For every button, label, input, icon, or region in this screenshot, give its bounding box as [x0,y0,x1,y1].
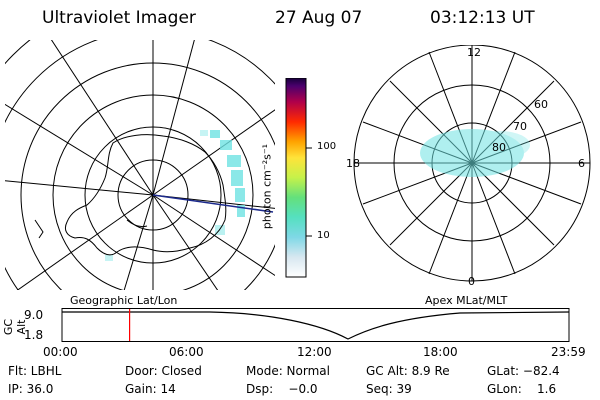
colorbar [285,78,312,278]
footer-gain: Gain: 14 [125,382,176,396]
mlt-label-0: 0 [468,275,475,288]
antarctica-coastline [64,134,227,256]
timeline-xtick: 00:00 [43,345,78,359]
mlt-label-6: 6 [578,157,585,170]
colorbar-tick-100: 100 [317,141,337,152]
timeline-xtick: 12:00 [297,345,332,359]
date-label: 27 Aug 07 [275,8,363,28]
colorbar-unit-label: photon cm⁻²s⁻¹ [260,143,274,230]
mlt-label-12: 12 [467,46,481,59]
footer-mode: Mode: Normal [246,364,330,378]
app-title: Ultraviolet Imager [42,8,196,28]
nadir-line [152,194,274,213]
geographic-map-panel [5,40,275,290]
timeline-xtick: 18:00 [423,345,458,359]
timeline-ytick-low: 1.8 [24,328,44,342]
footer-gc-alt: GC Alt: 8.9 Re [366,364,450,378]
footer-ip: IP: 36.0 [8,382,54,396]
mlt-label-18: 18 [346,157,360,170]
auroral-oval [420,129,530,177]
mlat-mlt-panel [353,45,591,282]
footer-glat: GLat: −82.4 [487,364,560,378]
timeline-xtick: 06:00 [169,345,204,359]
mlat-label-60: 60 [534,98,548,111]
time-label: 03:12:13 UT [430,8,535,28]
aurora-emission [105,130,245,261]
timeline-ytick-high: 9.0 [24,308,44,322]
footer-seq: Seq: 39 [366,382,412,396]
footer-dsp: Dsp: −0.0 [246,382,318,396]
altitude-curve [62,311,570,340]
left-panel-caption: Geographic Lat/Lon [70,294,178,307]
right-panel-caption: Apex MLat/MLT [425,294,508,307]
mlat-label-70: 70 [513,120,527,133]
footer-glon: GLon: 1.6 [487,382,557,396]
footer-filter: Flt: LBHL [8,364,62,378]
colorbar-tick-10: 10 [317,230,330,241]
mlat-label-80: 80 [492,141,506,154]
timeline-xtick: 23:59 [551,345,586,359]
footer-door: Door: Closed [125,364,202,378]
altitude-timeline [61,308,570,342]
